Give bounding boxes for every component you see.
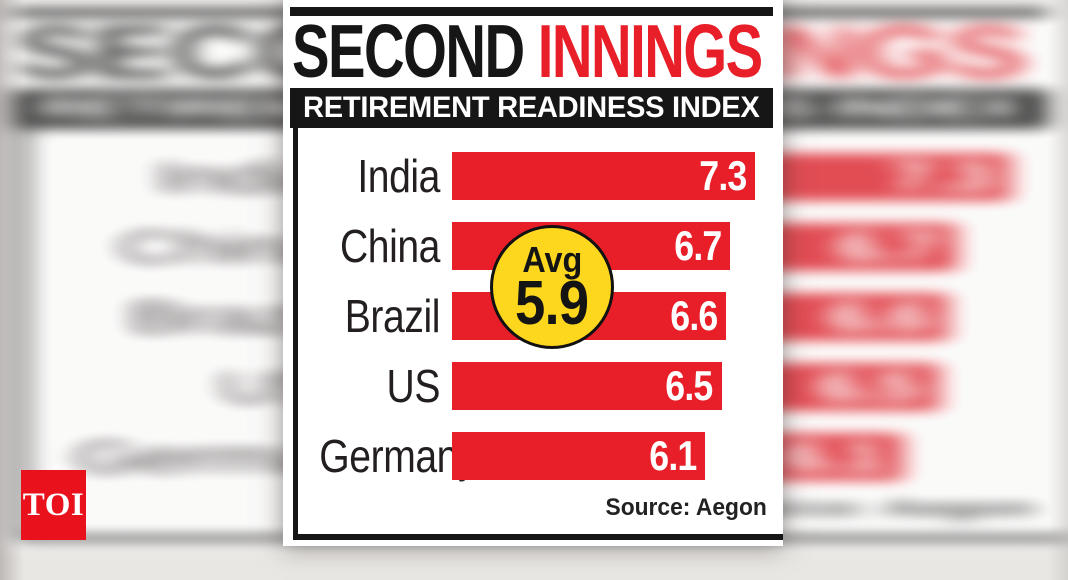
bar: 6.5 [452, 362, 722, 410]
bar-area: 6.5 [452, 362, 755, 410]
bar-value: 6.6 [669, 292, 718, 339]
top-rule [290, 7, 773, 16]
source-note: Source: Aegon [605, 494, 767, 521]
bar-value: 6.1 [649, 432, 697, 479]
bar-row-us: US 6.5 [298, 362, 783, 410]
toi-logo-text: TOI [22, 486, 85, 523]
headline: SECOND INNINGS [292, 14, 763, 89]
bar-label: China [339, 220, 440, 272]
bar-label: US [386, 360, 441, 412]
bar-area: 6.1 [452, 432, 755, 480]
bar: 7.3 [452, 152, 755, 200]
bar-area: 7.3 [452, 152, 755, 200]
bar-value: 7.3 [698, 152, 747, 199]
bar-row-india: India 7.3 [298, 152, 783, 200]
bar-value: 6.5 [665, 362, 714, 409]
headline-black: SECOND [292, 9, 538, 93]
bar-label: Germany [319, 430, 478, 482]
bar-value: 6.7 [674, 222, 722, 269]
headline-red: INNINGS [537, 9, 763, 93]
bar-row-germany: Germany 6.1 [298, 432, 783, 480]
average-badge-value: 5.9 [515, 269, 589, 338]
infographic-card: SECOND INNINGS RETIREMENT READINESS INDE… [283, 0, 783, 546]
bar-label: India [357, 150, 440, 202]
index-banner: RETIREMENT READINESS INDEX [290, 88, 773, 128]
index-banner-text: RETIREMENT READINESS INDEX [303, 91, 760, 124]
bar-label: Brazil [344, 290, 441, 342]
average-badge: Avg 5.9 [490, 225, 614, 349]
toi-logo: TOI [21, 470, 86, 540]
bar: 6.1 [452, 432, 706, 480]
average-badge-label: Avg [521, 239, 583, 280]
